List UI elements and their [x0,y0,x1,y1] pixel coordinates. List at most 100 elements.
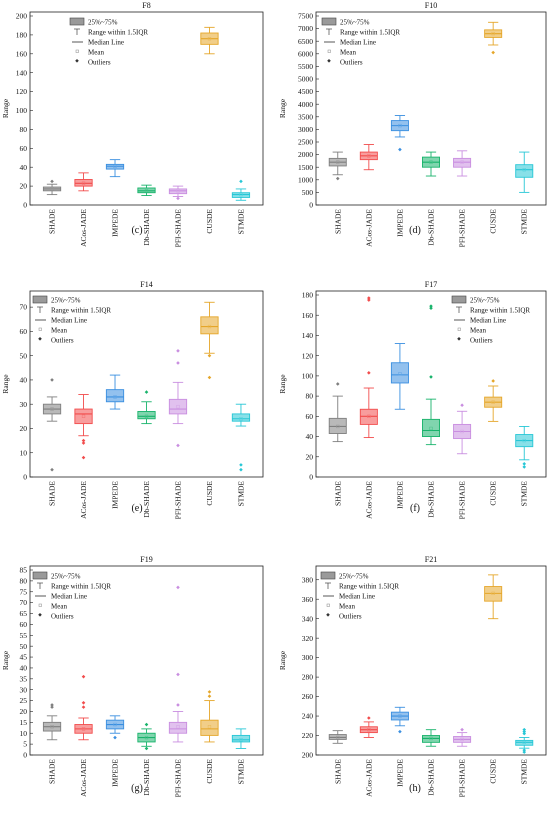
y-tick-label: 240 [302,712,314,721]
outlier-point [367,296,371,300]
box-pfi-shade [168,585,188,743]
y-tick-label: 45 [20,653,28,662]
outlier-point [460,403,464,408]
legend-mean-swatch [327,49,331,53]
panel-caption: (e) [131,503,142,514]
legend-outlier-swatch [327,59,331,63]
y-tick-label: 25 [20,696,28,705]
x-tick-label: CUSDE [205,759,214,784]
y-tick-label: 55 [20,631,28,640]
y-tick-label: 60 [20,144,28,153]
iqr-box [168,398,188,415]
y-tick-label: 6500 [298,37,313,46]
box-impede [105,715,125,740]
x-tick-label: SHADE [48,759,57,784]
legend-mean-swatch [75,49,79,53]
legend-whisker-label: Range within 1.5IQR [51,583,111,591]
y-tick-label: 280 [302,673,314,682]
y-tick-label: 50 [20,642,28,651]
y-tick-label: 0 [23,751,27,760]
chart-title: F8 [142,1,150,10]
mean-marker [81,727,86,731]
mean-marker [144,189,149,193]
x-tick-label: IMPEDE [111,209,120,237]
legend-outlier-label: Outliers [51,613,74,621]
legend-outlier-swatch [457,337,461,341]
y-tick-label: 50 [20,351,28,360]
outlier-point [239,467,243,472]
outlier-point [398,729,402,734]
box-pfi-shade [453,403,472,455]
outlier-point [429,375,433,379]
x-tick-label: SHADE [48,481,57,506]
iqr-box [74,408,93,425]
mean-marker [81,181,86,185]
x-tick-label: STMDE [236,481,245,507]
legend-box-label: 25%~75% [88,19,118,27]
legend-mean-label: Mean [51,327,67,335]
mean-marker [522,740,526,744]
box-cusde [200,690,219,743]
mean-marker [239,417,243,421]
y-tick-label: 140 [302,331,314,340]
legend-outlier-swatch [326,613,330,617]
box-db-shade [422,729,440,747]
x-tick-label: IMPEDE [111,759,120,787]
y-tick-label: 20 [20,707,28,716]
legend-box-swatch [32,571,48,580]
legend-median-label: Median Line [340,39,376,47]
mean-marker [207,324,212,329]
box-stmde [515,425,534,469]
x-tick-label: PFI-SHADE [458,209,467,248]
outlier-point [522,750,527,754]
mean-marker [113,164,117,168]
x-tick-label: ACos-JADE [79,209,88,247]
outlier-point [522,727,527,732]
box-acos-jade [74,394,93,460]
panel-caption: (f) [410,503,420,514]
iqr-box [453,157,472,168]
iqr-box [422,418,440,438]
legend-median-label: Median Line [470,317,506,325]
y-tick-label: 30 [20,400,28,409]
outlier-point [367,298,371,302]
y-tick-label: 180 [302,291,314,300]
outlier-point [460,727,464,732]
mean-marker [460,737,464,742]
box-pfi-shade [168,185,188,201]
y-tick-label: 70 [20,303,28,312]
y-tick-label: 220 [302,731,314,740]
y-tick-label: 15 [20,718,28,727]
x-tick-label: CUSDE [205,209,214,234]
x-tick-label: CUSDE [489,759,498,784]
outlier-point [335,382,340,386]
mean-marker [367,728,371,732]
y-tick-label: 80 [306,392,314,401]
outlier-point [207,353,212,358]
mean-marker [398,123,402,128]
x-tick-label: IMPEDE [395,209,404,237]
mean-marker [522,438,526,443]
legend-median-label: Median Line [51,593,87,601]
legend-mean-label: Mean [470,327,486,335]
legend: 25%~75% Range within 1.5IQR Median Line Mea… [321,17,400,67]
plot-frame [315,11,547,206]
box-acos-jade [74,674,93,741]
legend-mean-label: Mean [340,49,356,57]
mean-marker [491,31,495,36]
outlier-point [176,349,180,353]
outlier-point [176,585,180,590]
x-tick-label: CUSDE [489,481,498,506]
box-stmde [231,403,251,472]
y-tick-label: 6000 [298,49,313,58]
box-acos-jade [359,296,378,439]
mean-marker [460,429,464,434]
mean-marker [144,414,149,418]
x-tick-label: IMPEDE [111,481,120,509]
y-tick-label: 20 [20,424,28,433]
mean-marker [207,37,212,41]
box-acos-jade [74,172,93,192]
panel-caption: (g) [131,783,143,794]
y-axis-label: Range [1,374,10,394]
